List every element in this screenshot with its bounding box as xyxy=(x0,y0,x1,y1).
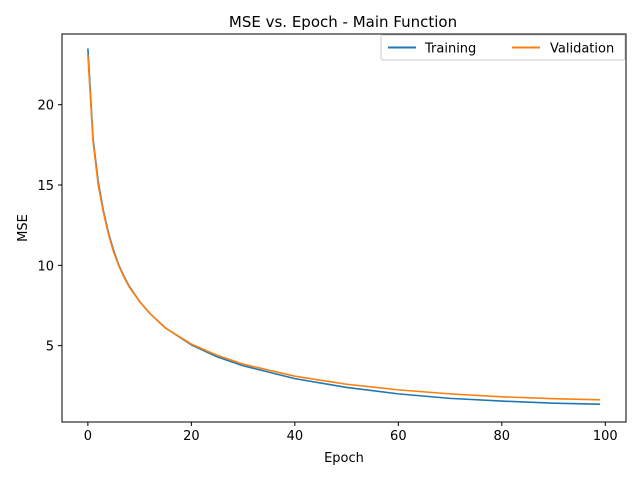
y-axis-label: MSE xyxy=(16,214,31,242)
legend-label-training: Training xyxy=(424,42,476,57)
legend-label-validation: Validation xyxy=(550,42,614,57)
x-tick-label: 0 xyxy=(84,429,92,444)
x-axis: 0 20 40 60 80 100 xyxy=(84,422,618,444)
series-line-validation xyxy=(87,54,601,401)
y-tick-label: 10 xyxy=(37,259,54,274)
x-tick-label: 40 xyxy=(287,429,304,444)
x-tick-label: 100 xyxy=(593,429,618,444)
y-tick-label: 20 xyxy=(37,99,54,114)
y-axis: 5 10 15 20 xyxy=(37,99,62,355)
x-tick-label: 60 xyxy=(390,429,407,444)
y-tick-label: 15 xyxy=(37,179,54,194)
x-axis-label: Epoch xyxy=(324,451,364,466)
series-layer xyxy=(87,48,601,405)
legend-box xyxy=(380,34,626,61)
x-tick-label: 80 xyxy=(494,429,511,444)
y-tick-label: 5 xyxy=(46,340,54,355)
chart-title: MSE vs. Epoch - Main Function xyxy=(229,13,457,31)
plot-area xyxy=(61,33,627,423)
legend: Training Validation xyxy=(380,34,626,61)
axes-frame xyxy=(61,33,627,423)
x-tick-label: 20 xyxy=(183,429,200,444)
